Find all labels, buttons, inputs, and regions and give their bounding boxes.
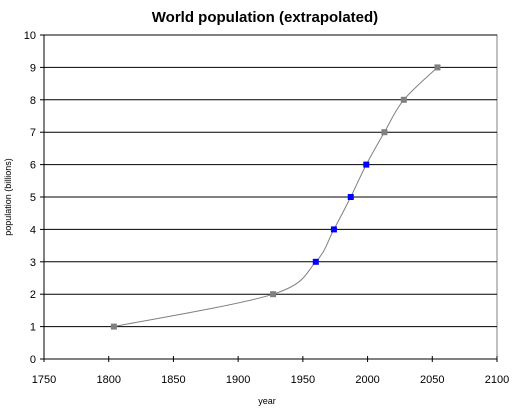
data-point-1960 <box>312 258 319 265</box>
y-tick-label: 2 <box>30 289 36 301</box>
data-point-2013 <box>381 129 388 136</box>
x-tick-label: 1750 <box>32 374 56 386</box>
x-tick-label: 2100 <box>485 374 509 386</box>
axes <box>40 34 498 362</box>
y-tick-label: 0 <box>30 354 36 366</box>
y-tick-label: 4 <box>30 224 36 236</box>
y-tick-label: 1 <box>30 322 36 334</box>
gridlines <box>44 34 497 328</box>
data-point-2054 <box>434 64 441 71</box>
y-tick-label: 6 <box>30 160 36 172</box>
y-tick-label: 10 <box>24 30 36 42</box>
y-axis-label: population (billions) <box>3 158 13 236</box>
y-tick-labels: 0 1 2 3 4 5 6 7 8 9 10 <box>24 30 36 366</box>
chart-title: World population (extrapolated) <box>152 9 378 26</box>
y-tick-label: 5 <box>30 192 36 204</box>
data-point-2028 <box>400 96 407 103</box>
y-tick-label: 8 <box>30 95 36 107</box>
x-tick-label: 1800 <box>96 374 120 386</box>
data-point-1987 <box>347 194 354 200</box>
y-tick-label: 7 <box>30 127 36 139</box>
data-point-1804 <box>110 323 117 330</box>
y-tick-label: 9 <box>30 62 36 74</box>
x-tick-label: 2000 <box>355 374 379 386</box>
x-tick-label: 1850 <box>161 374 185 386</box>
x-tick-label: 2050 <box>420 374 444 386</box>
x-axis-label: year <box>258 396 276 406</box>
data-point-1927 <box>270 291 277 298</box>
y-tick-label: 3 <box>30 257 36 269</box>
x-tick-label: 1950 <box>291 374 315 386</box>
data-point-1999 <box>363 161 370 168</box>
x-tick-label: 1900 <box>226 374 250 386</box>
data-markers <box>110 64 441 330</box>
data-point-1974 <box>330 226 337 233</box>
x-tick-labels: 1750 1800 1850 1900 1950 2000 2050 2100 <box>32 374 509 386</box>
